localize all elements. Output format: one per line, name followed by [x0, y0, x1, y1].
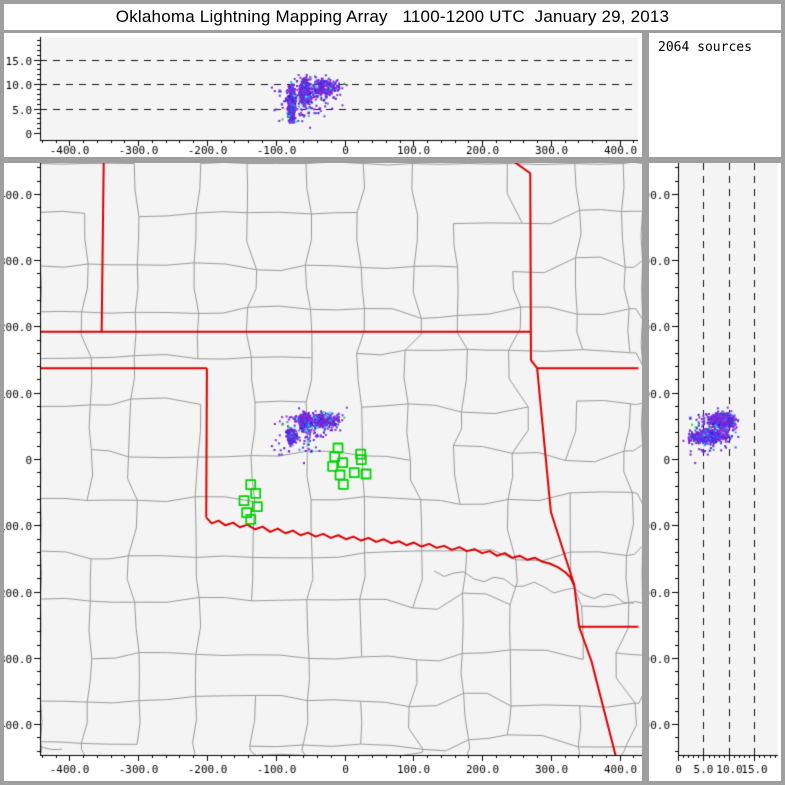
page-title: Oklahoma Lightning Mapping Array 1100-12… [115, 7, 670, 26]
panel-plan-view-map [4, 163, 642, 781]
source-count-label: 2064 sources [658, 40, 752, 55]
title-bar: Oklahoma Lightning Mapping Array 1100-12… [4, 4, 781, 30]
panel-altitude-vs-northsouth [649, 163, 781, 781]
altitude-ns-chart [649, 163, 781, 781]
plan-view-map [4, 163, 642, 781]
altitude-ew-chart [4, 33, 642, 157]
panel-altitude-vs-eastwest [4, 33, 642, 157]
panel-source-count: 2064 sources [649, 33, 781, 157]
